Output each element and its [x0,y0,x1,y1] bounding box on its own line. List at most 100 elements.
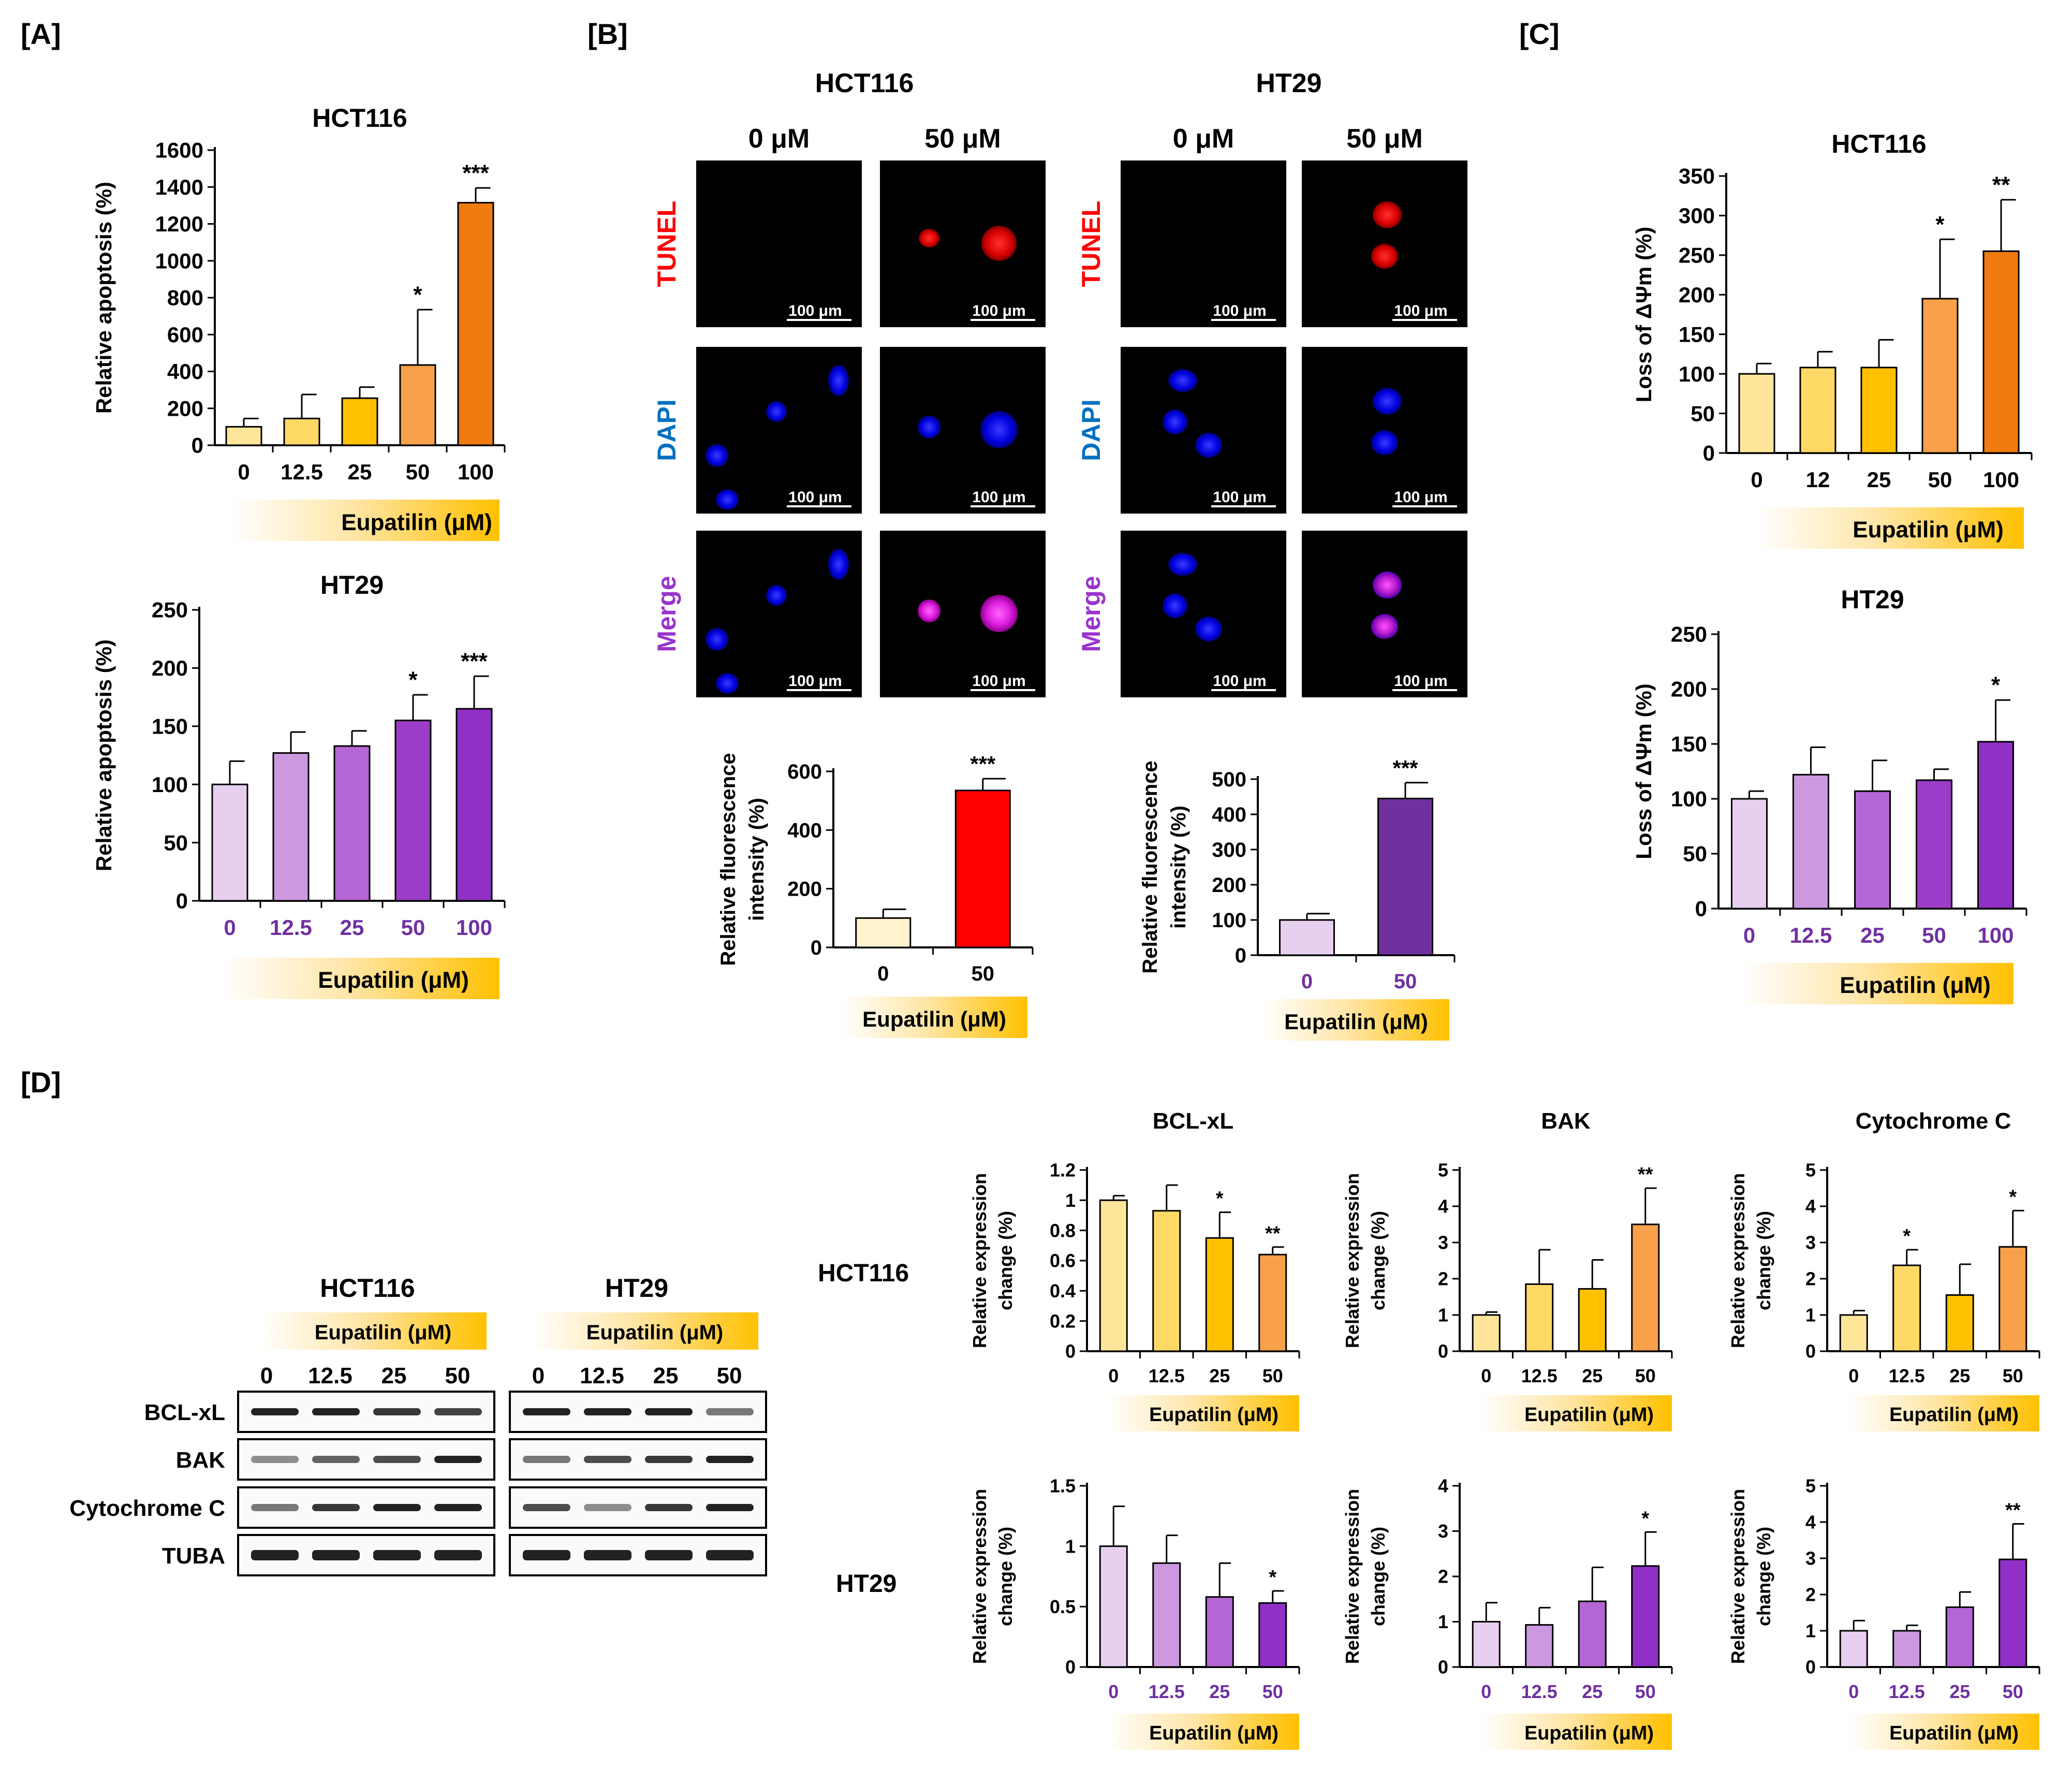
x-tick-label: 50 [2003,1365,2023,1386]
chart-b-ht29: 0 100 200 300 400 500 0 *** 50 Relative fluoresce… [1139,756,1456,1041]
x-axis-label-bar [1757,507,2024,549]
y-tick-label: 1 [1065,1190,1076,1211]
y-tick-label: 2 [1438,1268,1448,1290]
significance-label: *** [1392,756,1418,780]
x-axis-label: Eupatilin (μM) [1840,973,1991,998]
blot-band [373,1504,421,1511]
blot-band [706,1408,754,1415]
blot-treatment-label: Eupatilin (μM) [315,1321,451,1344]
blot-dose-label: 25 [653,1363,679,1388]
x-axis-label: Eupatilin (μM) [1853,517,2004,543]
scale-bar-label: 100 μm [1394,489,1447,506]
y-axis-label-line2: change (%) [995,1527,1016,1626]
cell-nucleus [1195,617,1222,641]
bar [1854,790,1891,910]
blot-strip [509,1534,767,1576]
x-axis-label-bar [1108,1395,1299,1431]
bar [1279,919,1335,956]
micrograph: 100 μm [880,160,1046,327]
x-tick-label: 50 [1262,1365,1283,1386]
scale-bar-label: 100 μm [972,302,1025,319]
blot-band [645,1456,693,1463]
blot-band [706,1504,754,1511]
blot-dose-label: 25 [381,1363,407,1388]
y-tick-label: 0 [1438,1341,1448,1362]
x-axis-label-bar [1848,1395,2039,1431]
cell-nucleus [1168,553,1197,576]
y-tick-label: 50 [1691,401,1715,426]
micrograph: 100 μm [1121,347,1286,514]
y-tick-label: 5 [1805,1160,1816,1181]
y-tick-label: 0.5 [1050,1596,1076,1617]
cell-nucleus [980,411,1018,448]
bar [341,397,378,446]
bar [1631,1565,1660,1668]
blot-strip [509,1438,767,1481]
y-tick-label: 4 [1805,1512,1816,1533]
scale-bar-label: 100 μm [1213,489,1266,506]
scale-bar-label: 100 μm [788,672,842,690]
blot-dose-label: 12.5 [308,1363,352,1388]
blot-band [645,1550,693,1560]
chart-c-ht29: HT29 0 50 100 150 200 250 0 12.5 25 50 * 100 Loss of … [1632,585,2027,1004]
x-tick-label: 100 [1983,467,2019,492]
scale-bar-label: 100 μm [972,672,1025,690]
x-tick-label: 0 [224,915,236,940]
y-tick-label: 1200 [155,212,203,236]
y-axis-label-line2: change (%) [995,1211,1016,1310]
x-axis-label: Eupatilin (μM) [1524,1404,1654,1426]
y-tick-label: 150 [152,714,188,739]
blot-band [312,1408,360,1415]
scale-bar-label: 100 μm [1394,672,1447,690]
blot-band [251,1408,299,1415]
y-tick-label: 1.5 [1050,1475,1076,1497]
micrograph: 100 μm [696,347,862,514]
x-tick-label: 25 [1949,1365,1970,1386]
y-tick-label: 0 [1805,1341,1816,1362]
y-axis-label: Loss of ΔΨm (%) [1632,227,1656,403]
y-tick-label: 250 [1679,243,1715,268]
blot-band [373,1550,421,1560]
x-axis-label-bar [1848,1714,2039,1750]
y-axis-label: Relative expression [1342,1489,1363,1664]
significance-label: * [1903,1225,1911,1247]
blot-band [584,1408,631,1415]
micrograph: 100 μm [1302,160,1467,327]
y-axis-label-line2: change (%) [1368,1527,1389,1626]
y-tick-label: 0 [1438,1657,1448,1678]
x-tick-label: 0 [1743,923,1755,947]
x-tick-label: 100 [458,460,494,484]
y-tick-label: 0 [1695,897,1707,921]
blot-treatment-bar [259,1312,487,1350]
blot-strip [237,1534,495,1576]
x-tick-label: 12.5 [1889,1365,1925,1386]
y-tick-label: 100 [1212,909,1246,932]
cell-nucleus [919,229,939,247]
x-axis-label: Eupatilin (μM) [862,1007,1006,1031]
y-axis-label-line2: change (%) [1368,1211,1389,1310]
x-tick-label: 25 [1582,1365,1603,1386]
cell-nucleus [1163,593,1187,618]
x-tick-label: 25 [1582,1681,1603,1702]
bar [855,917,912,948]
panel-label-b: [B] [587,18,628,50]
chart-d-ht29-bclxl: 0 0.5 1 1.5 0 12.5 25 * 50 Relative expression cha… [969,1475,1300,1750]
x-tick-label: 25 [340,915,364,940]
scale-bar-label: 100 μm [788,302,842,319]
micrograph: 100 μm [1121,531,1286,697]
y-tick-label: 500 [1212,768,1246,791]
y-tick-label: 1 [1805,1620,1816,1642]
x-axis-label: Eupatilin (μM) [1524,1722,1654,1744]
bar [457,202,494,446]
microscopy-cell-line-title: HT29 [1256,68,1321,98]
bar [1525,1624,1554,1668]
y-tick-label: 200 [1212,874,1246,897]
blot-dose-label: 0 [532,1363,545,1388]
stain-label: DAPI [1077,399,1106,461]
y-tick-label: 0 [1065,1657,1076,1678]
blot-band [312,1550,360,1560]
x-tick-label: 25 [348,460,372,484]
